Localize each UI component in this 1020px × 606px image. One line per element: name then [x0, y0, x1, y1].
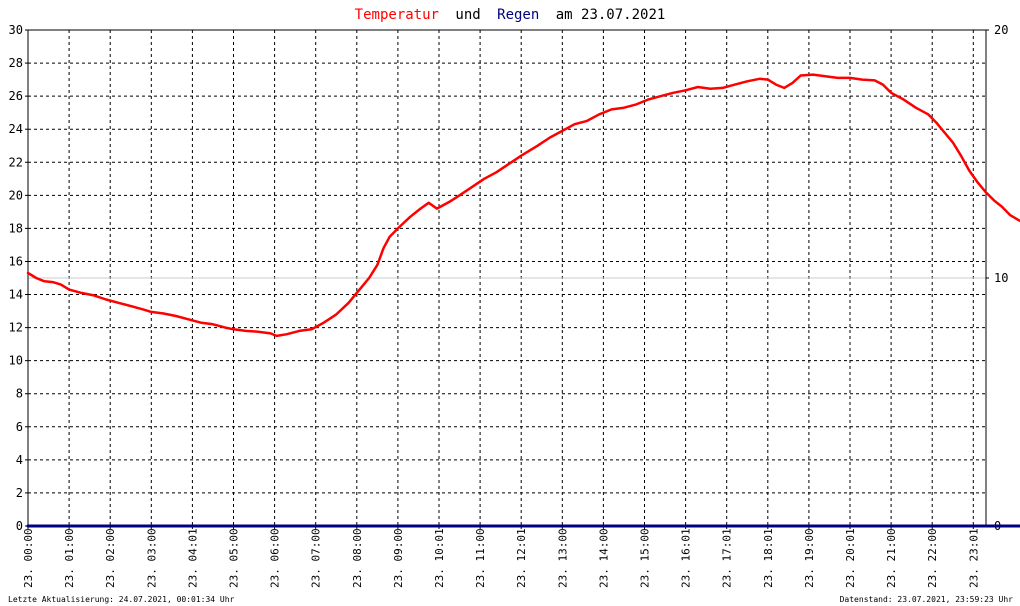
- x-tick-label: 23. 02:00: [104, 528, 117, 588]
- x-tick-label: 23. 17:01: [721, 528, 734, 588]
- title-temperatur: Temperatur: [355, 7, 439, 23]
- title-und: und: [455, 7, 480, 23]
- x-tick-label: 23. 13:00: [556, 528, 569, 588]
- y-left-tick-label: 8: [16, 387, 23, 401]
- x-tick-label: 23. 07:00: [310, 528, 323, 588]
- title-regen: Regen: [497, 7, 539, 23]
- y-right-tick-label: 10: [994, 271, 1008, 285]
- x-tick-label: 23. 18:01: [762, 528, 775, 588]
- y-left-tick-label: 22: [9, 155, 23, 169]
- y-left-tick-label: 0: [16, 519, 23, 533]
- y-left-tick-label: 14: [9, 288, 23, 302]
- y-left-tick-label: 24: [9, 122, 23, 136]
- y-left-tick-label: 10: [9, 354, 23, 368]
- x-tick-label: 23. 00:00: [22, 528, 35, 588]
- x-tick-label: 23. 05:00: [228, 528, 241, 588]
- x-tick-label: 23. 10:01: [433, 528, 446, 588]
- x-tick-label: 23. 11:00: [474, 528, 487, 588]
- series-temperatur-line: [26, 73, 1020, 338]
- x-tick-label: 23. 21:00: [885, 528, 898, 588]
- x-tick-label: 23. 23:01: [967, 528, 980, 588]
- chart-title: Temperatur und Regen am 23.07.2021: [355, 7, 666, 23]
- x-axis-labels: 23. 00:00 23. 01:00 23. 02:00 23. 03:00 23. …: [22, 528, 980, 588]
- y-left-tick-label: 18: [9, 221, 23, 235]
- y-left-tick-label: 30: [9, 23, 23, 37]
- x-tick-label: 23. 19:00: [803, 528, 816, 588]
- x-tick-label: 23. 20:01: [844, 528, 857, 588]
- y-left-tick-label: 4: [16, 453, 23, 467]
- y-left-tick-label: 28: [9, 56, 23, 70]
- x-tick-label: 23. 16:01: [680, 528, 693, 588]
- x-tick-label: 23. 14:00: [597, 528, 610, 588]
- x-tick-label: 23. 22:00: [926, 528, 939, 588]
- x-tick-label: 23. 12:01: [515, 528, 528, 588]
- footer-last-update: Letzte Aktualisierung: 24.07.2021, 00:01…: [8, 595, 235, 604]
- y-left-tick-label: 12: [9, 321, 23, 335]
- x-tick-label: 23. 01:00: [63, 528, 76, 588]
- y-left-tick-label: 26: [9, 89, 23, 103]
- title-date: am 23.07.2021: [556, 7, 666, 23]
- x-tick-label: 23. 09:00: [392, 528, 405, 588]
- y-left-tick-label: 20: [9, 188, 23, 202]
- y-left-tick-label: 16: [9, 254, 23, 268]
- x-tick-label: 23. 04:01: [186, 528, 199, 588]
- y-right-tick-label: 20: [994, 23, 1008, 37]
- y-left-tick-label: 2: [16, 486, 23, 500]
- x-tick-label: 23. 06:00: [269, 528, 282, 588]
- x-tick-label: 23. 08:00: [351, 528, 364, 588]
- chart-series: [26, 73, 1020, 528]
- footer-data-status: Datenstand: 23.07.2021, 23:59:23 Uhr: [840, 595, 1014, 604]
- x-tick-label: 23. 15:00: [639, 528, 652, 588]
- y-left-tick-label: 6: [16, 420, 23, 434]
- x-tick-label: 23. 03:00: [145, 528, 158, 588]
